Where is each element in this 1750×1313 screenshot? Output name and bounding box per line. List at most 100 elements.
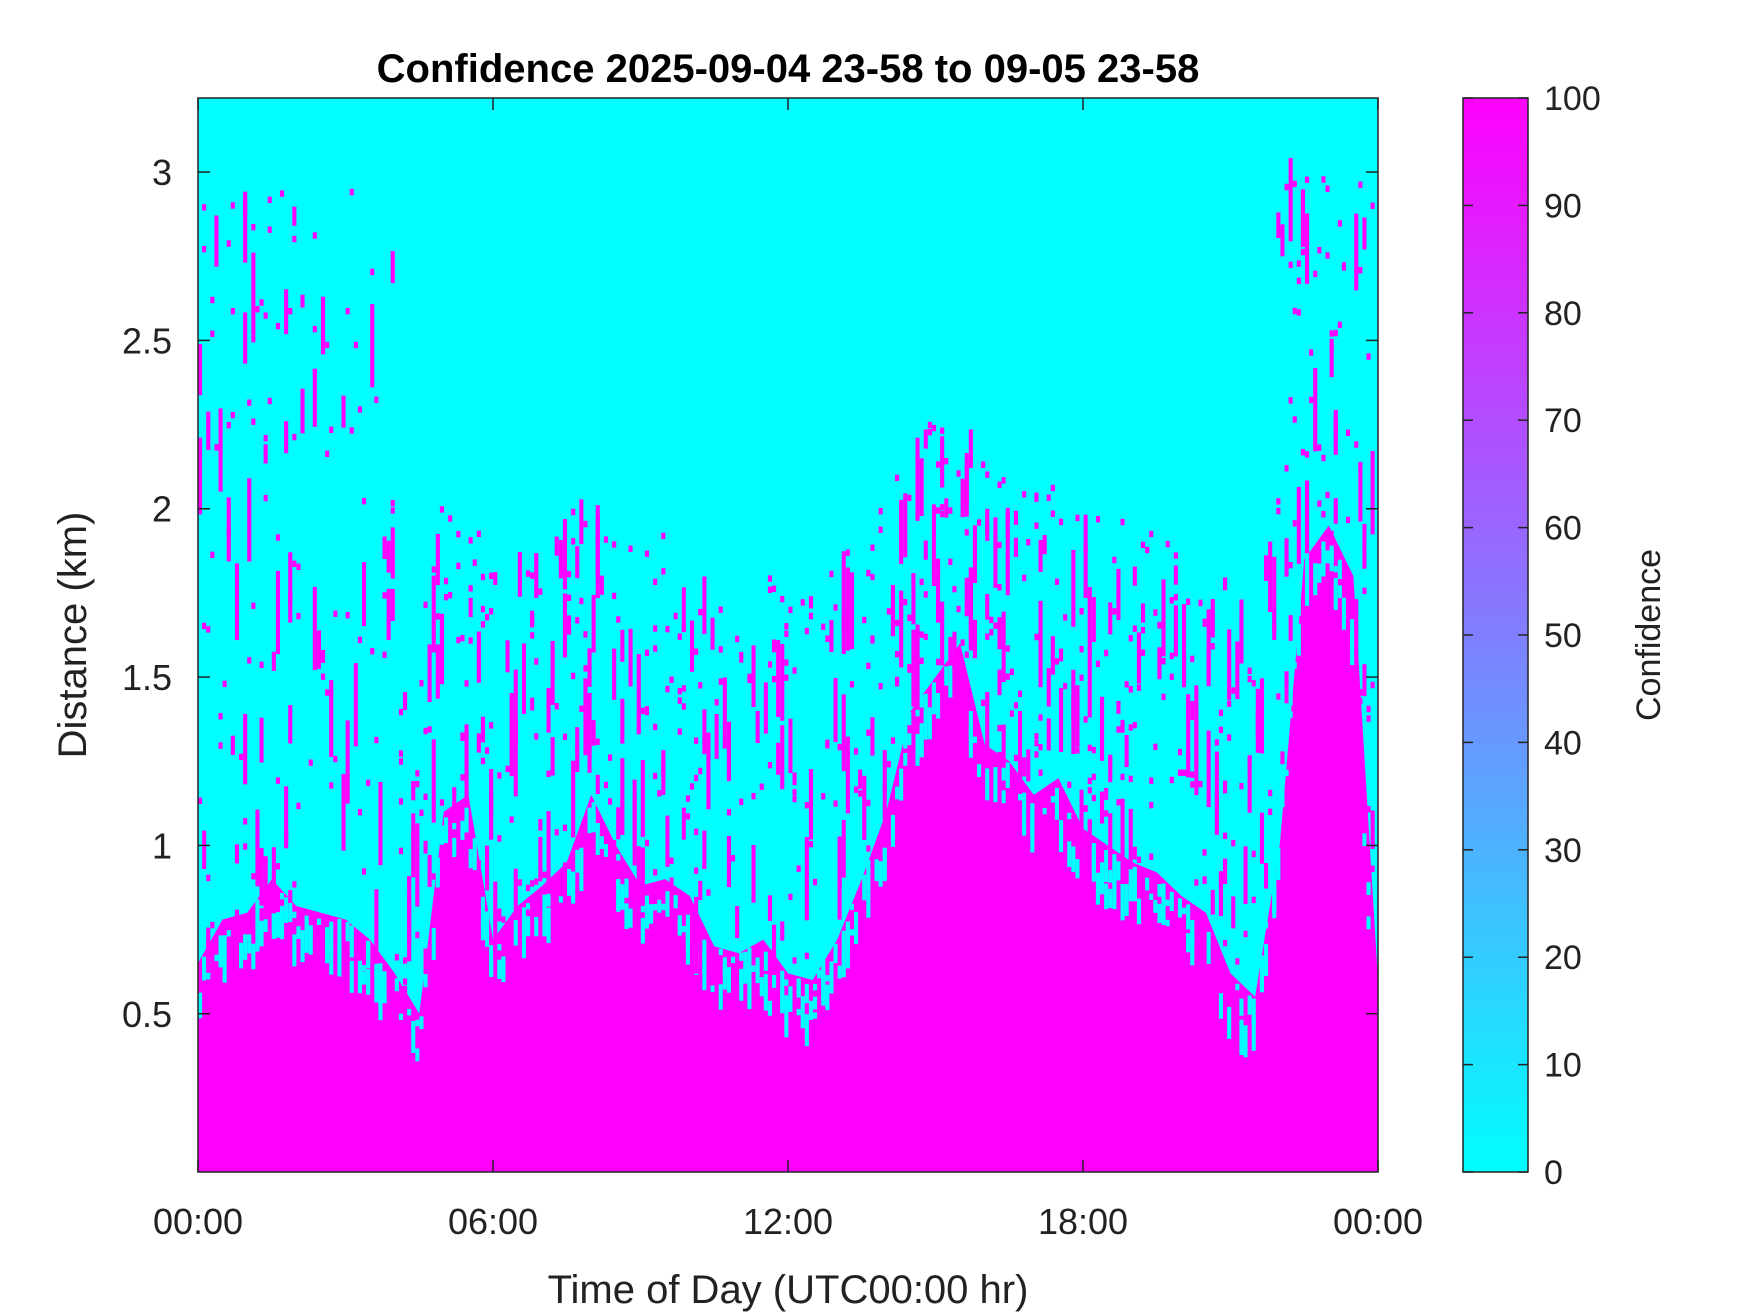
heatmap-cell	[230, 735, 235, 755]
heatmap-cell	[1296, 277, 1301, 285]
heatmap-cell	[1141, 541, 1146, 549]
heatmap-cell	[464, 786, 469, 793]
heatmap-cell	[485, 614, 490, 621]
heatmap-cell	[1112, 854, 1117, 887]
heatmap-cell	[1218, 709, 1223, 717]
heatmap-cell	[210, 551, 215, 558]
heatmap-cell	[772, 585, 777, 592]
heatmap-cell	[1034, 522, 1039, 529]
heatmap-cell	[337, 948, 342, 962]
heatmap-cell	[362, 965, 367, 972]
heatmap-cell	[1153, 609, 1158, 616]
heatmap-cell	[452, 801, 457, 808]
heatmap-cell	[813, 984, 818, 991]
heatmap-cell	[767, 990, 772, 1016]
heatmap-cell	[1009, 710, 1014, 717]
heatmap-cell	[1341, 597, 1346, 630]
heatmap-cell	[595, 515, 600, 599]
heatmap-cell	[321, 650, 326, 663]
heatmap-cell	[1063, 682, 1068, 690]
heatmap-cell	[1247, 667, 1252, 674]
heatmap-cell	[1104, 810, 1109, 817]
heatmap-cell	[234, 844, 239, 864]
heatmap-cell	[374, 970, 379, 1003]
heatmap-cell	[583, 631, 588, 638]
heatmap-cell	[788, 718, 793, 770]
heatmap-cell	[841, 551, 846, 622]
heatmap-cell	[526, 570, 531, 577]
heatmap-cell	[968, 567, 973, 651]
heatmap-cell	[1001, 724, 1006, 802]
heatmap-cell	[468, 637, 473, 644]
heatmap-cell	[1005, 645, 1010, 652]
heatmap-cell	[419, 680, 424, 687]
heatmap-cell	[1022, 574, 1027, 582]
colorbar-tick-label: 90	[1544, 187, 1582, 225]
heatmap-cell	[1227, 700, 1232, 707]
heatmap-cell	[546, 908, 551, 935]
x-tick-label: 12:00	[743, 1201, 833, 1242]
heatmap-cell	[890, 585, 895, 637]
heatmap-cell	[948, 636, 953, 682]
heatmap-cell	[866, 729, 871, 736]
heatmap-cell	[1366, 353, 1371, 360]
heatmap-cell	[587, 693, 592, 700]
heatmap-cell	[460, 734, 465, 741]
heatmap-cell	[1034, 739, 1039, 747]
heatmap-cell	[677, 633, 682, 640]
heatmap-cell	[1280, 788, 1285, 808]
heatmap-cell	[1247, 756, 1252, 763]
heatmap-cell	[1161, 883, 1166, 909]
heatmap-cell	[628, 908, 633, 928]
heatmap-cell	[821, 623, 826, 630]
heatmap-cell	[841, 694, 846, 772]
heatmap-cell	[230, 308, 235, 315]
heatmap-cell	[903, 493, 908, 558]
heatmap-cell	[788, 987, 793, 1001]
heatmap-cell	[464, 813, 469, 833]
heatmap-cell	[985, 633, 990, 640]
heatmap-cell	[862, 775, 867, 840]
heatmap-cell	[1321, 454, 1326, 462]
heatmap-cell	[1292, 520, 1297, 527]
heatmap-cell	[1317, 500, 1322, 507]
heatmap-cell	[251, 335, 256, 343]
heatmap-cell	[439, 825, 444, 845]
heatmap-cell	[1194, 879, 1199, 886]
heatmap-cell	[866, 569, 871, 577]
heatmap-cell	[1050, 484, 1055, 492]
heatmap-cell	[312, 586, 317, 671]
heatmap-cell	[1223, 577, 1228, 591]
heatmap-cell	[579, 859, 584, 892]
heatmap-cell	[275, 534, 280, 541]
heatmap-cell	[489, 608, 494, 615]
heatmap-cell	[218, 408, 223, 492]
heatmap-cell	[685, 813, 690, 820]
heatmap-cell	[1276, 498, 1281, 505]
heatmap-cell	[263, 494, 268, 502]
heatmap-cell	[685, 914, 690, 934]
heatmap-cell	[919, 578, 924, 586]
y-tick-label: 1.5	[122, 657, 172, 698]
y-tick-label: 3	[152, 152, 172, 193]
heatmap-cell	[1292, 180, 1297, 188]
heatmap-cell	[583, 520, 588, 528]
heatmap-cell	[296, 612, 301, 620]
heatmap-cell	[1145, 877, 1150, 891]
heatmap-cell	[1214, 796, 1219, 803]
heatmap-cell	[489, 572, 494, 580]
heatmap-cell	[636, 727, 641, 735]
heatmap-cell	[521, 643, 526, 714]
heatmap-cell	[1157, 647, 1162, 680]
heatmap-cell	[808, 841, 813, 848]
heatmap-cell	[1112, 556, 1117, 564]
heatmap-cell	[649, 910, 654, 924]
heatmap-cell	[374, 736, 379, 744]
heatmap-cell	[435, 644, 440, 651]
heatmap-cell	[1071, 550, 1076, 627]
heatmap-cell	[1305, 553, 1310, 586]
heatmap-cell	[349, 960, 354, 993]
heatmap-cell	[366, 969, 371, 995]
heatmap-cell	[661, 532, 666, 540]
heatmap-cell	[603, 844, 608, 857]
